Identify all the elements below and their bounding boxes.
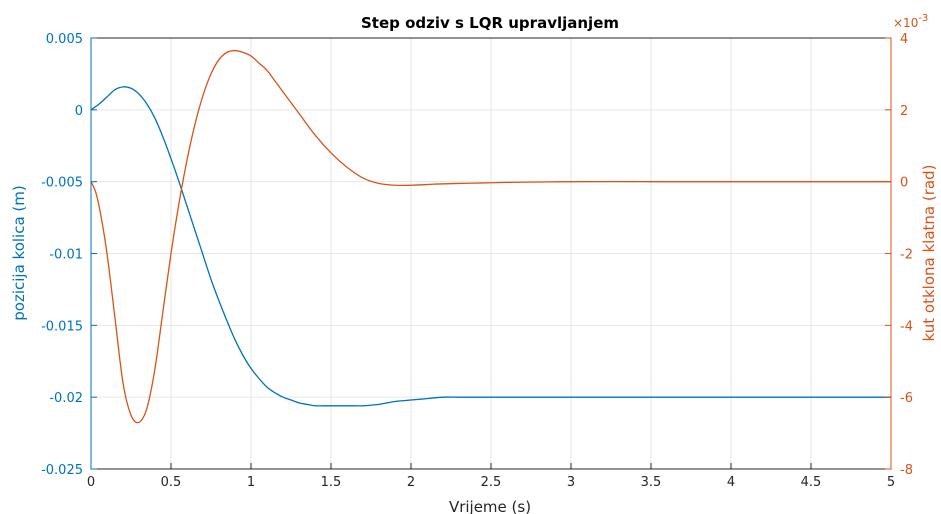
series-line-position (90, 86, 891, 407)
chart-title: Step odziv s LQR upravljanjem (361, 14, 619, 32)
right-axis-exponent-power: -3 (918, 13, 928, 24)
y-right-tick-label: 0 (900, 176, 908, 191)
grid-lines (90, 37, 892, 470)
x-tick-label: 2 (407, 475, 415, 490)
x-axis-title: Vrijeme (s) (449, 498, 531, 514)
right-axis-exponent: ×10-3 (893, 13, 928, 30)
x-tick-label: 0.5 (161, 475, 182, 490)
y-right-tick-label: -4 (900, 319, 913, 334)
y-left-tick-label: 0 (75, 104, 83, 119)
y-right-tick-label: 2 (900, 104, 908, 119)
x-tick-label: 5 (887, 475, 895, 490)
x-tick-label: 1 (247, 475, 255, 490)
y-right-tick-label: -6 (900, 391, 913, 406)
plot-lines (90, 49, 891, 424)
series-line-angle (90, 49, 891, 424)
x-tick-label: 3.5 (641, 475, 662, 490)
x-tick-label: 4 (727, 475, 735, 490)
y-left-tick-label: -0.025 (41, 463, 83, 478)
right-axis-exponent-base: ×10 (893, 16, 918, 30)
x-tick-label: 3 (567, 475, 575, 490)
y-left-tick-label: -0.015 (41, 319, 83, 334)
y-left-tick-label: -0.005 (41, 176, 83, 191)
y-right-tick-label: -8 (900, 463, 913, 478)
y-right-tick-label: -2 (900, 248, 913, 263)
x-tick-label: 1.5 (321, 475, 342, 490)
y-left-axis-title: pozicija kolica (m) (10, 185, 28, 320)
y-left-tick-label: 0.005 (46, 32, 83, 47)
x-tick-label: 4.5 (801, 475, 822, 490)
x-tick-label: 2.5 (481, 475, 502, 490)
y-left-tick-label: -0.01 (49, 248, 83, 263)
axis-ticks: 0 0.5 1 1.5 2 2.5 3 3.5 4 4.5 5 0.005 0 -0.005 -0.01 -0… (41, 32, 913, 490)
y-right-axis-title: kut otklona klatna (rad) (920, 165, 938, 342)
y-right-tick-label: 4 (900, 32, 908, 47)
y-left-tick-label: -0.02 (49, 391, 83, 406)
x-tick-label: 0 (87, 475, 95, 490)
